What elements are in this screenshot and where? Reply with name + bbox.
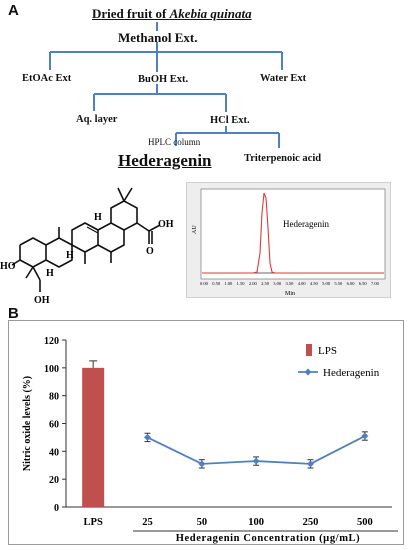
y-tick-label: 0	[54, 503, 59, 514]
hplc-tick-label: 3.50	[286, 281, 295, 286]
hplc-y-label: AU	[192, 225, 198, 234]
water-extract: Water Ext	[260, 73, 307, 84]
structure-h3: H	[46, 268, 54, 279]
hederagenin-title: Hederagenin	[118, 151, 212, 170]
triterpenoic-acid: Triterpenoic acid	[244, 153, 322, 164]
extraction-tree-lines	[49, 22, 283, 148]
hederagenin-point	[252, 457, 260, 465]
hplc-tick-label: 5.00	[322, 281, 331, 286]
hplc-tick-label: 2.00	[249, 281, 258, 286]
structure-o-acid: O	[146, 246, 154, 257]
hplc-plot: AU Hederagenin 0.00 0.50 1.00 1.50 2.00 2.50 3…	[192, 188, 386, 297]
hplc-tick-label: 4.00	[298, 281, 307, 286]
structure-h2: H	[66, 250, 74, 261]
hederagenin-point	[198, 460, 206, 468]
methanol-extract: Methanol Ext.	[118, 30, 198, 45]
hplc-tick-label: 0.50	[212, 281, 221, 286]
legend-hederagenin-label: Hederagenin	[323, 367, 380, 379]
y-tick-label: 40	[49, 447, 59, 458]
title-species: Akebia quinata	[169, 6, 252, 21]
hplc-tick-label: 7.00	[371, 281, 380, 286]
x-tick-label: 50	[197, 517, 208, 528]
x-tick-label: 100	[248, 517, 264, 528]
hederagenin-peak	[202, 192, 384, 274]
x-axis-title: Hederagenin Concentration (µg/mL)	[176, 533, 361, 544]
panel-a-label: A	[8, 2, 19, 19]
panel-b-label: B	[8, 305, 19, 322]
hplc-tick-label: 3.00	[273, 281, 282, 286]
hederagenin-point	[144, 433, 151, 441]
hplc-tick-label: 6.50	[359, 281, 368, 286]
legend-lps-swatch	[306, 344, 312, 356]
structure-ho-left: HO	[0, 261, 16, 272]
hplc-chromatogram: AU Hederagenin 0.00 0.50 1.00 1.50 2.00 2.50 3…	[186, 182, 391, 298]
hplc-tick-label: 2.50	[261, 281, 270, 286]
extraction-title: Dried fruit of Akebia quinata	[92, 6, 252, 22]
hplc-tick-label: 1.50	[237, 281, 246, 286]
hederagenin-point	[307, 460, 314, 468]
y-tick-label: 80	[49, 392, 59, 403]
x-tick-label: 25	[142, 517, 153, 528]
chart-b-frame	[8, 320, 404, 545]
hplc-tick-label: 1.00	[224, 281, 233, 286]
buoh-extract: BuOH Ext.	[138, 74, 189, 85]
hplc-x-label: Min	[285, 291, 295, 297]
y-axis-title: Nitric oxide levels (%)	[22, 376, 33, 471]
y-tick-label: 100	[44, 364, 59, 375]
title-prefix: Dried fruit of	[92, 6, 170, 21]
hederagenin-structure: OH O HO OH H H H	[0, 187, 174, 306]
structure-oh-top: OH	[158, 219, 174, 230]
x-tick-label: 500	[357, 517, 373, 528]
hplc-tick-label: 6.00	[347, 281, 356, 286]
hplc-tick-label: 5.50	[334, 281, 343, 286]
hederagenin-point	[361, 432, 369, 440]
hplc-tick-label: 4.50	[310, 281, 319, 286]
hplc-column-label: HPLC column	[148, 137, 201, 147]
lps-bar	[82, 367, 105, 507]
legend-lps-label: LPS	[318, 345, 337, 357]
aq-layer: Aq. layer	[76, 114, 118, 125]
hplc-tick-label: 0.00	[200, 281, 209, 286]
x-tick-label: LPS	[84, 517, 103, 528]
structure-h1: H	[94, 212, 102, 223]
legend-hederagenin-marker	[304, 368, 312, 376]
hplc-peak-label: Hederagenin	[283, 219, 329, 229]
etoac-extract: EtOAc Ext	[22, 73, 72, 84]
y-tick-label: 120	[44, 336, 59, 347]
structure-oh-bottom: OH	[34, 295, 50, 306]
hcl-extract: HCl Ext.	[210, 115, 250, 126]
x-tick-label: 250	[303, 517, 319, 528]
y-tick-label: 60	[49, 420, 59, 431]
y-tick-label: 20	[49, 475, 59, 486]
